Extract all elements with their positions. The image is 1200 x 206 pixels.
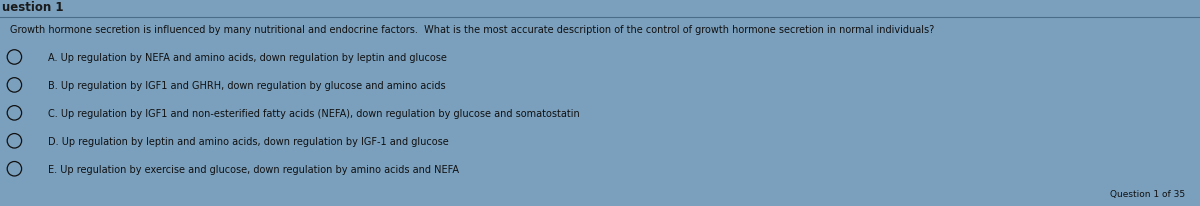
- Text: Growth hormone secretion is influenced by many nutritional and endocrine factors: Growth hormone secretion is influenced b…: [10, 25, 934, 35]
- Text: B. Up regulation by IGF1 and GHRH, down regulation by glucose and amino acids: B. Up regulation by IGF1 and GHRH, down …: [48, 81, 445, 90]
- Text: A. Up regulation by NEFA and amino acids, down regulation by leptin and glucose: A. Up regulation by NEFA and amino acids…: [48, 53, 446, 63]
- Text: C. Up regulation by IGF1 and non-esterified fatty acids (NEFA), down regulation : C. Up regulation by IGF1 and non-esterif…: [48, 108, 580, 118]
- Text: D. Up regulation by leptin and amino acids, down regulation by IGF-1 and glucose: D. Up regulation by leptin and amino aci…: [48, 136, 449, 146]
- Text: Question 1 of 35: Question 1 of 35: [1110, 189, 1186, 198]
- Text: E. Up regulation by exercise and glucose, down regulation by amino acids and NEF: E. Up regulation by exercise and glucose…: [48, 164, 458, 174]
- Text: uestion 1: uestion 1: [2, 1, 64, 14]
